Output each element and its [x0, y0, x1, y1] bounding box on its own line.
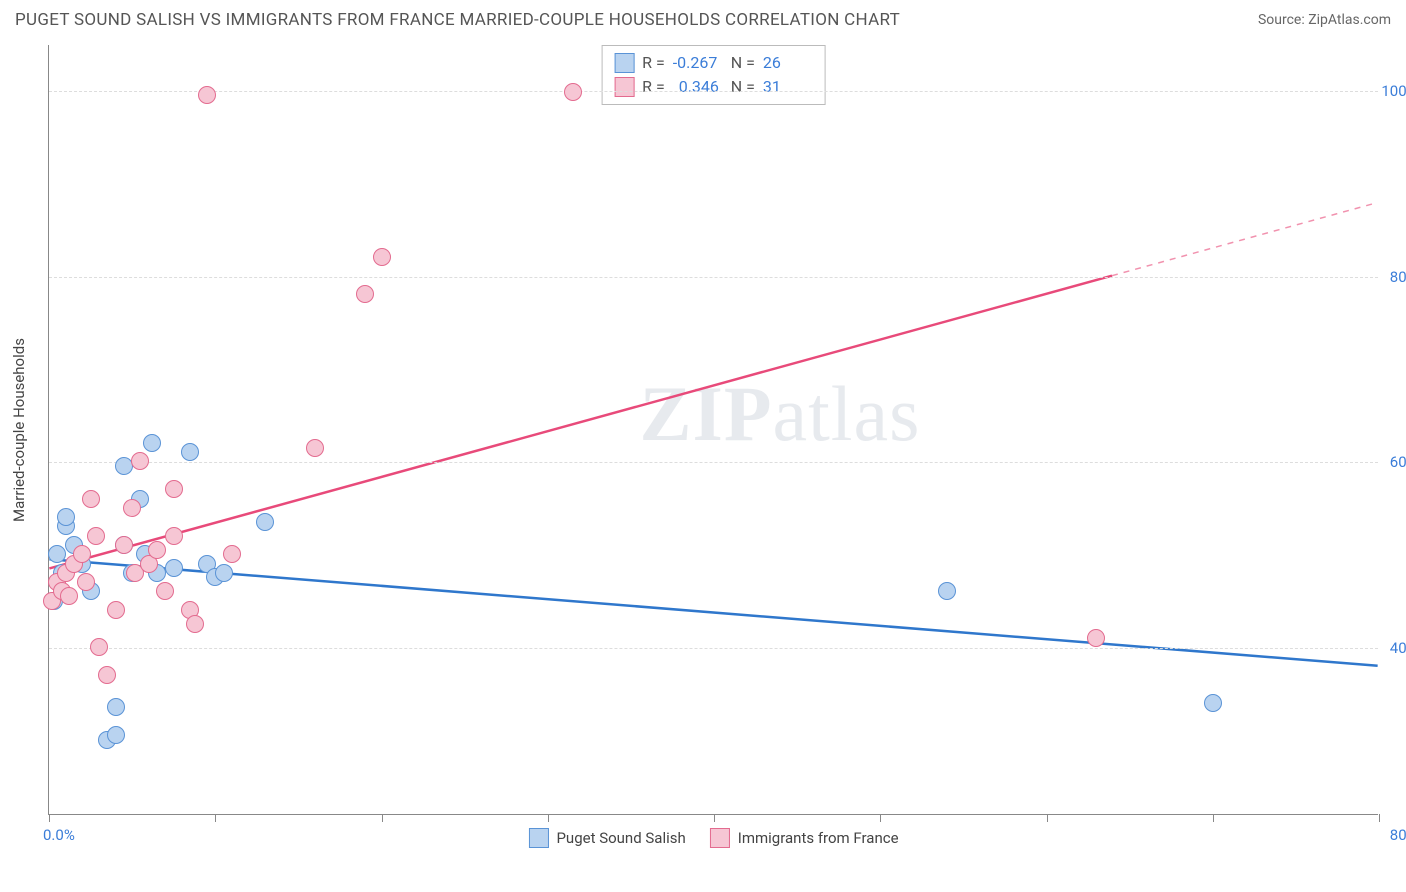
n-value: 26	[763, 51, 813, 75]
data-point	[186, 615, 204, 633]
x-tick	[49, 814, 50, 822]
gridline	[49, 648, 1378, 649]
data-point	[198, 86, 216, 104]
data-point	[156, 582, 174, 600]
legend-item: Puget Sound Salish	[528, 828, 685, 848]
data-point	[107, 601, 125, 619]
data-point	[115, 536, 133, 554]
x-tick	[880, 814, 881, 822]
x-tick	[215, 814, 216, 822]
data-point	[148, 541, 166, 559]
n-label: N =	[731, 51, 755, 75]
data-point	[48, 545, 66, 563]
x-tick	[714, 814, 715, 822]
data-point	[107, 698, 125, 716]
data-point	[82, 490, 100, 508]
data-point	[564, 83, 582, 101]
y-tick-label: 80.0%	[1390, 268, 1406, 286]
gridline	[49, 277, 1378, 278]
legend-swatch	[528, 828, 548, 848]
y-tick-label: 100.0%	[1381, 82, 1406, 100]
data-point	[60, 587, 78, 605]
series-swatch	[614, 53, 634, 73]
n-label: N =	[731, 75, 755, 99]
data-point	[90, 638, 108, 656]
data-point	[73, 545, 91, 563]
watermark: ZIPatlas	[639, 369, 920, 459]
data-point	[87, 527, 105, 545]
x-axis-max-label: 80.0%	[1390, 826, 1406, 844]
data-point	[373, 248, 391, 266]
data-point	[938, 582, 956, 600]
chart-source: Source: ZipAtlas.com	[1258, 12, 1391, 28]
r-label: R =	[642, 75, 665, 99]
y-axis-label: Married-couple Households	[10, 338, 28, 522]
gridline	[49, 462, 1378, 463]
n-value: 31	[763, 75, 813, 99]
x-tick	[1379, 814, 1380, 822]
data-point	[1087, 629, 1105, 647]
r-label: R =	[642, 51, 665, 75]
data-point	[57, 508, 75, 526]
data-point	[77, 573, 95, 591]
plot-area: Married-couple Households ZIPatlas R = -…	[48, 45, 1378, 815]
correlation-row: R = 0.346 N = 31	[614, 75, 813, 99]
correlation-legend: R = -0.267 N = 26 R = 0.346 N = 31	[601, 45, 826, 105]
data-point	[306, 439, 324, 457]
r-value: -0.267	[673, 51, 723, 75]
y-tick-label: 40.0%	[1390, 639, 1406, 657]
data-point	[181, 443, 199, 461]
series-swatch	[614, 77, 634, 97]
x-tick	[1213, 814, 1214, 822]
chart-title: PUGET SOUND SALISH VS IMMIGRANTS FROM FR…	[15, 10, 900, 30]
y-tick-label: 60.0%	[1390, 453, 1406, 471]
data-point	[165, 480, 183, 498]
data-point	[98, 666, 116, 684]
x-tick	[382, 814, 383, 822]
data-point	[143, 434, 161, 452]
legend-swatch	[710, 828, 730, 848]
legend-label: Immigrants from France	[738, 829, 899, 847]
x-tick	[1047, 814, 1048, 822]
gridline	[49, 91, 1378, 92]
data-point	[115, 457, 133, 475]
legend-item: Immigrants from France	[710, 828, 899, 848]
r-value: 0.346	[673, 75, 723, 99]
data-point	[356, 285, 374, 303]
data-point	[165, 527, 183, 545]
data-point	[1204, 694, 1222, 712]
data-point	[223, 545, 241, 563]
data-point	[165, 559, 183, 577]
series-legend: Puget Sound Salish Immigrants from Franc…	[528, 828, 898, 848]
data-point	[256, 513, 274, 531]
data-point	[123, 499, 141, 517]
correlation-row: R = -0.267 N = 26	[614, 51, 813, 75]
data-point	[107, 726, 125, 744]
trend-lines	[49, 45, 1378, 814]
data-point	[215, 564, 233, 582]
x-axis-min-label: 0.0%	[43, 826, 75, 844]
legend-label: Puget Sound Salish	[556, 829, 685, 847]
data-point	[131, 452, 149, 470]
x-tick	[548, 814, 549, 822]
chart-header: PUGET SOUND SALISH VS IMMIGRANTS FROM FR…	[15, 10, 1391, 30]
